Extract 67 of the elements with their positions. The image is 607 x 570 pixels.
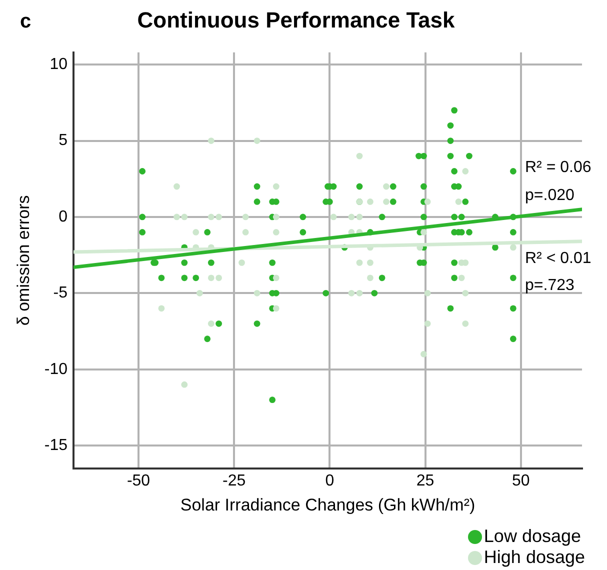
point bbox=[356, 214, 363, 220]
point bbox=[455, 198, 462, 205]
annotation: p=.020 bbox=[525, 186, 574, 204]
point bbox=[356, 152, 363, 160]
y-tick-label: 10 bbox=[50, 56, 68, 73]
point bbox=[242, 214, 249, 220]
point bbox=[174, 214, 180, 220]
point bbox=[208, 214, 214, 220]
point bbox=[208, 274, 214, 282]
point bbox=[462, 168, 469, 174]
x-axis-title: Solar Irradiance Changes (Gh kWh/m²) bbox=[180, 495, 476, 514]
legend-label: Low dosage bbox=[484, 526, 581, 547]
y-tick-label: -15 bbox=[44, 436, 68, 454]
point bbox=[383, 183, 390, 190]
point bbox=[158, 305, 165, 312]
point bbox=[208, 138, 214, 144]
y-tick-label: 5 bbox=[58, 132, 68, 150]
point bbox=[181, 214, 188, 220]
x-tick-label: -50 bbox=[126, 472, 150, 490]
text: c bbox=[20, 10, 32, 33]
x-tick-label: 25 bbox=[416, 472, 434, 490]
point bbox=[181, 381, 188, 388]
y-axis-title: δ omission errors bbox=[14, 195, 33, 326]
y-tick-label: 0 bbox=[58, 208, 68, 226]
point bbox=[238, 259, 245, 266]
x-tick-label: 50 bbox=[512, 472, 530, 490]
annotation: R² = 0.06 bbox=[525, 158, 592, 176]
point bbox=[348, 290, 355, 296]
point bbox=[367, 274, 374, 282]
point bbox=[330, 214, 337, 220]
point bbox=[208, 320, 214, 327]
point bbox=[356, 290, 363, 296]
point bbox=[272, 183, 280, 190]
point bbox=[272, 214, 280, 220]
point bbox=[420, 229, 427, 236]
point bbox=[420, 350, 427, 358]
x-tick-label: -25 bbox=[222, 472, 246, 490]
chart-title: Continuous Performance Task bbox=[137, 7, 456, 32]
point bbox=[462, 320, 469, 327]
point bbox=[462, 290, 469, 296]
point bbox=[272, 229, 280, 236]
point bbox=[458, 274, 465, 282]
point bbox=[216, 274, 222, 282]
point bbox=[367, 198, 374, 205]
point bbox=[196, 290, 203, 296]
point bbox=[272, 305, 280, 312]
point bbox=[272, 274, 280, 282]
point bbox=[348, 214, 355, 220]
point bbox=[424, 198, 431, 205]
y-tick-label: -5 bbox=[53, 284, 68, 302]
point bbox=[510, 244, 516, 251]
x-tick-label: 0 bbox=[325, 472, 334, 490]
point bbox=[242, 229, 249, 236]
y-tick-label: -10 bbox=[44, 360, 68, 378]
point bbox=[174, 183, 180, 190]
point bbox=[356, 259, 363, 266]
point bbox=[367, 259, 374, 266]
point bbox=[192, 229, 200, 236]
annotation: R² < 0.01 bbox=[525, 250, 592, 267]
point bbox=[254, 138, 260, 144]
point bbox=[383, 198, 390, 205]
point bbox=[254, 290, 260, 296]
annotation: p=.723 bbox=[525, 276, 574, 294]
point bbox=[424, 320, 431, 327]
legend-label: High dosage bbox=[484, 547, 585, 568]
point bbox=[424, 290, 431, 296]
point bbox=[216, 214, 222, 220]
